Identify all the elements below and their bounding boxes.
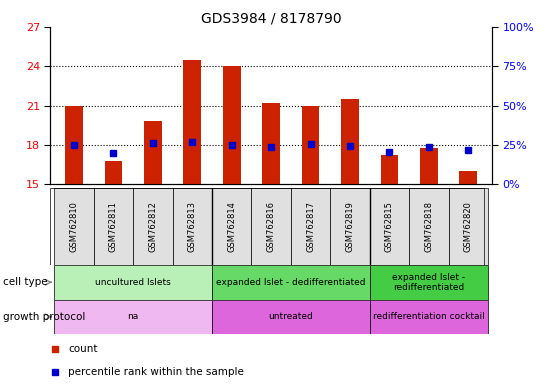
Bar xyxy=(302,106,319,184)
Bar xyxy=(448,188,488,265)
Text: redifferentiation cocktail: redifferentiation cocktail xyxy=(373,312,485,321)
Text: GSM762816: GSM762816 xyxy=(267,201,276,252)
Text: untreated: untreated xyxy=(268,312,313,321)
Bar xyxy=(341,99,359,184)
Bar xyxy=(183,60,201,184)
Bar xyxy=(223,66,240,184)
Bar xyxy=(54,300,212,334)
Bar xyxy=(212,188,252,265)
Bar xyxy=(212,265,369,300)
Text: expanded Islet -
redifferentiated: expanded Islet - redifferentiated xyxy=(392,273,466,292)
Bar xyxy=(144,121,162,184)
Text: GSM762811: GSM762811 xyxy=(109,201,118,252)
Bar xyxy=(369,188,409,265)
Text: GSM762818: GSM762818 xyxy=(424,201,433,252)
Text: count: count xyxy=(68,344,97,354)
Bar xyxy=(252,188,291,265)
Bar xyxy=(330,188,369,265)
Bar xyxy=(105,161,122,184)
Bar xyxy=(381,156,398,184)
Text: na: na xyxy=(127,312,139,321)
Bar xyxy=(291,188,330,265)
Text: expanded Islet - dedifferentiated: expanded Islet - dedifferentiated xyxy=(216,278,366,287)
Text: growth protocol: growth protocol xyxy=(3,312,85,322)
Text: GSM762819: GSM762819 xyxy=(345,201,354,252)
Text: GSM762815: GSM762815 xyxy=(385,201,394,252)
Text: GSM762820: GSM762820 xyxy=(464,201,473,252)
Bar xyxy=(212,300,369,334)
Bar xyxy=(54,188,94,265)
Bar xyxy=(369,300,488,334)
Text: GSM762813: GSM762813 xyxy=(188,201,197,252)
Text: GSM762812: GSM762812 xyxy=(148,201,157,252)
Bar xyxy=(459,171,477,184)
Text: uncultured Islets: uncultured Islets xyxy=(95,278,171,287)
Text: cell type: cell type xyxy=(3,277,48,287)
Text: GSM762817: GSM762817 xyxy=(306,201,315,252)
Bar xyxy=(94,188,133,265)
Bar xyxy=(369,265,488,300)
Bar xyxy=(409,188,448,265)
Text: percentile rank within the sample: percentile rank within the sample xyxy=(68,366,244,377)
Bar xyxy=(173,188,212,265)
Text: GSM762810: GSM762810 xyxy=(69,201,78,252)
Bar xyxy=(133,188,173,265)
Title: GDS3984 / 8178790: GDS3984 / 8178790 xyxy=(201,12,342,26)
Bar xyxy=(262,103,280,184)
Bar xyxy=(65,106,83,184)
Bar xyxy=(420,147,438,184)
Bar xyxy=(54,265,212,300)
Text: GSM762814: GSM762814 xyxy=(227,201,236,252)
